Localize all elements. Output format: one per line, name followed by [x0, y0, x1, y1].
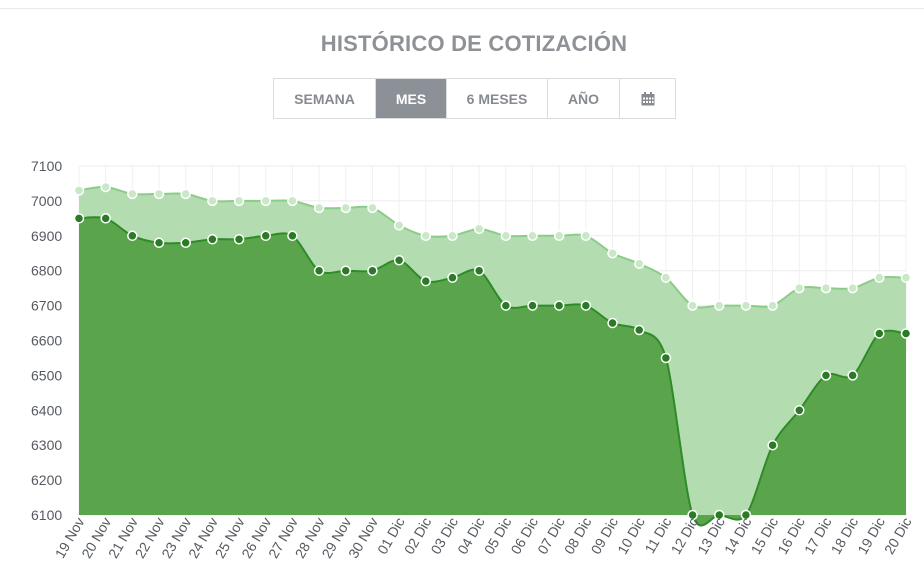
series-dark-point	[660, 352, 672, 364]
series-dark-point	[633, 324, 645, 336]
series-light-point	[233, 195, 245, 207]
price-history-chart: 6100 6200 6300 6400 6500 6600 6700 6800 6900 7000…	[31, 158, 915, 561]
series-dark-area	[79, 217, 906, 526]
y-tick-label: 6300	[31, 437, 62, 453]
series-dark-point	[207, 234, 218, 245]
series-light-point	[794, 282, 805, 294]
range-6-months-button[interactable]: 6 MESES	[447, 79, 548, 118]
x-tick-label: 10 Dic	[614, 515, 648, 557]
series-dark-point	[393, 254, 405, 266]
series-light-point	[73, 185, 85, 196]
y-tick-label: 6200	[31, 472, 62, 488]
range-selector: SEMANA MES 6 MESES AÑO	[273, 78, 676, 119]
series-light-point	[393, 220, 405, 231]
series-light-point	[473, 223, 485, 235]
series-light-point	[553, 230, 565, 242]
series-dark-point	[687, 509, 698, 521]
series-dark-point	[367, 265, 378, 276]
series-light-point	[420, 230, 432, 242]
x-tick-label: 20 Dic	[881, 515, 915, 557]
series-dark-point	[260, 230, 271, 242]
series-dark-point	[420, 275, 432, 287]
y-tick-label: 6600	[31, 333, 62, 349]
series-light-point	[740, 300, 752, 311]
series-light-point	[367, 202, 378, 214]
series-light-point	[820, 282, 832, 294]
series-dark-point	[580, 300, 592, 311]
series-dark-point	[820, 370, 832, 381]
series-light-point	[580, 230, 592, 242]
series-dark-point	[794, 405, 805, 416]
series-dark-point	[100, 213, 111, 224]
series-light-point	[180, 188, 191, 200]
series-dark-point	[233, 234, 245, 245]
y-tick-label: 6500	[31, 367, 62, 383]
series-dark-point	[180, 237, 191, 249]
y-tick-label: 7100	[31, 158, 62, 174]
series-light-point	[660, 272, 672, 283]
y-tick-label: 6800	[31, 263, 62, 279]
series-dark-point	[874, 328, 885, 339]
series-dark-point	[340, 265, 352, 276]
y-tick-label: 6900	[31, 228, 62, 244]
series-light-point	[127, 188, 138, 200]
series-dark-point	[500, 300, 512, 311]
series-dark-point	[740, 509, 752, 521]
series-dark-point	[287, 230, 298, 242]
series-dark-point	[313, 265, 325, 276]
y-tick-label: 6100	[31, 507, 62, 523]
series-light-point	[500, 230, 512, 242]
series-dark-point	[447, 272, 458, 283]
series-dark-point	[127, 230, 138, 242]
series-dark-point	[553, 300, 565, 311]
series-light-point	[633, 258, 645, 269]
series-light-point	[313, 202, 325, 214]
range-week-button[interactable]: SEMANA	[274, 79, 376, 118]
series-light-point	[874, 272, 885, 283]
series-light-point	[847, 282, 858, 294]
series-dark-point	[153, 237, 165, 249]
series-light-point	[607, 248, 618, 259]
series-light-point	[287, 195, 298, 207]
chart-title: HISTÓRICO DE COTIZACIÓN	[320, 31, 628, 56]
series-dark-point	[527, 300, 538, 311]
series-dark-point	[73, 213, 85, 224]
series-light-point	[527, 230, 538, 242]
series-dark-point	[607, 317, 618, 329]
series-light-point	[153, 188, 165, 200]
series-light-point	[260, 195, 271, 207]
series-light-point	[714, 300, 725, 311]
series-light-point	[900, 272, 912, 283]
series-light-point	[447, 230, 458, 242]
series-light-point	[767, 300, 778, 311]
series-dark-point	[767, 439, 778, 451]
top-divider	[0, 8, 924, 9]
series-dark-point	[847, 370, 858, 381]
series-light-point	[100, 181, 111, 193]
y-tick-label: 6700	[31, 298, 62, 314]
range-year-button[interactable]: AÑO	[548, 79, 620, 118]
series-dark-point	[473, 265, 485, 276]
y-tick-label: 6400	[31, 402, 62, 418]
y-tick-label: 7000	[31, 193, 62, 209]
range-calendar-button[interactable]	[620, 79, 675, 118]
range-month-button[interactable]: MES	[376, 79, 447, 118]
series-dark-point	[714, 509, 725, 521]
series-dark-point	[900, 328, 912, 339]
series-light-point	[207, 195, 218, 207]
series-light-point	[340, 202, 352, 214]
calendar-icon	[641, 91, 654, 105]
series-light-point	[687, 300, 698, 311]
